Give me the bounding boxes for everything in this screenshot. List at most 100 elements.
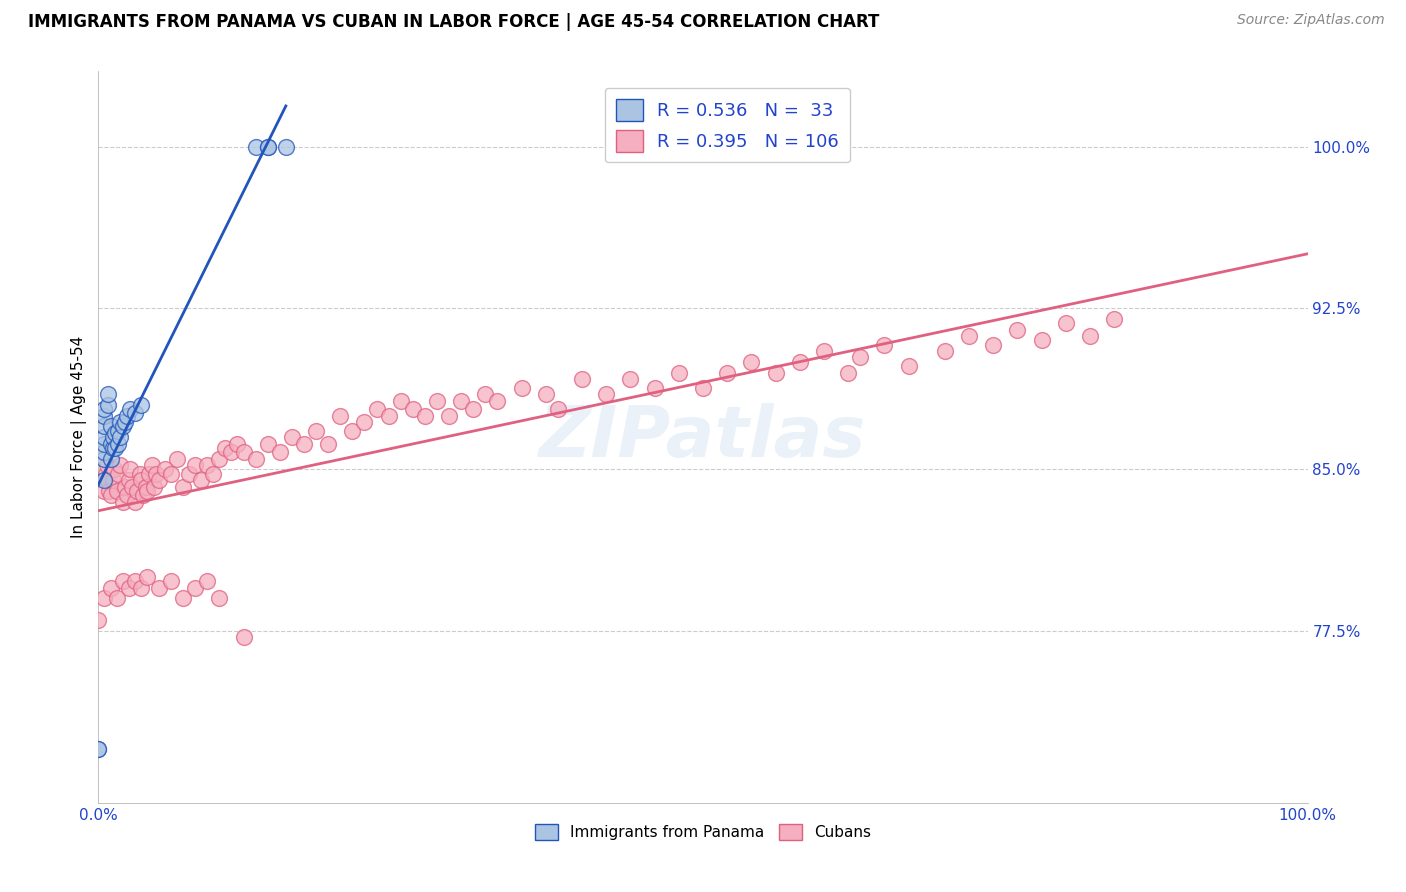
Point [93,473,115,487]
Point [208,451,231,466]
Point [981,337,1004,351]
Point [166,451,188,466]
Point [132,488,155,502]
Point [93,419,115,434]
Point [127,483,149,498]
Point [108,430,131,444]
Point [138,467,160,481]
Point [813,344,835,359]
Point [184,458,207,472]
Point [111,494,134,508]
Point [172,479,194,493]
Point [104,441,127,455]
Point [128,467,150,481]
Point [93,430,115,444]
Point [214,441,236,455]
Point [93,409,115,423]
Point [179,467,201,481]
Point [111,419,134,434]
Point [274,139,297,153]
Point [934,344,956,359]
Point [104,425,127,440]
Point [571,372,593,386]
Point [740,355,762,369]
Point [118,402,141,417]
Point [1054,316,1077,330]
Point [450,393,472,408]
Text: ZIPatlas: ZIPatlas [540,402,866,472]
Point [100,436,122,450]
Point [692,381,714,395]
Point [121,479,143,493]
Point [129,581,152,595]
Point [232,630,254,644]
Point [129,473,152,487]
Point [1078,329,1101,343]
Point [97,473,120,487]
Point [118,581,141,595]
Point [107,424,129,438]
Point [111,574,134,589]
Point [96,458,118,472]
Point [101,430,124,444]
Point [1031,333,1053,347]
Point [644,381,666,395]
Point [202,467,225,481]
Point [97,398,120,412]
Point [232,445,254,459]
Point [619,372,641,386]
Point [100,419,122,434]
Point [957,329,980,343]
Point [148,581,170,595]
Point [668,366,690,380]
Point [108,415,131,429]
Point [226,436,249,450]
Point [100,451,122,466]
Point [93,445,115,459]
Point [98,483,121,498]
Point [208,591,231,606]
Point [94,467,117,481]
Point [135,570,157,584]
Point [292,436,315,450]
Point [148,473,170,487]
Point [124,574,146,589]
Point [114,415,136,429]
Point [195,574,218,589]
Point [837,366,859,380]
Point [87,742,110,756]
Point [117,409,139,423]
Point [402,402,425,417]
Point [329,409,352,423]
Point [100,581,122,595]
Point [389,393,412,408]
Point [1102,311,1125,326]
Point [256,436,278,450]
Point [281,430,304,444]
Text: Source: ZipAtlas.com: Source: ZipAtlas.com [1237,13,1385,28]
Point [135,483,157,498]
Point [118,462,141,476]
Point [108,458,131,472]
Point [124,406,146,420]
Point [114,479,136,493]
Point [377,409,399,423]
Point [353,415,375,429]
Point [87,613,110,627]
Point [105,483,128,498]
Point [716,366,738,380]
Point [160,467,183,481]
Point [93,483,115,498]
Point [93,402,115,417]
Point [93,591,115,606]
Point [1007,322,1029,336]
Point [897,359,920,373]
Point [107,436,129,450]
Point [256,139,278,153]
Point [305,424,328,438]
Point [316,436,339,450]
Point [184,581,207,595]
Y-axis label: In Labor Force | Age 45-54: In Labor Force | Age 45-54 [72,336,87,538]
Point [463,402,485,417]
Point [474,387,496,401]
